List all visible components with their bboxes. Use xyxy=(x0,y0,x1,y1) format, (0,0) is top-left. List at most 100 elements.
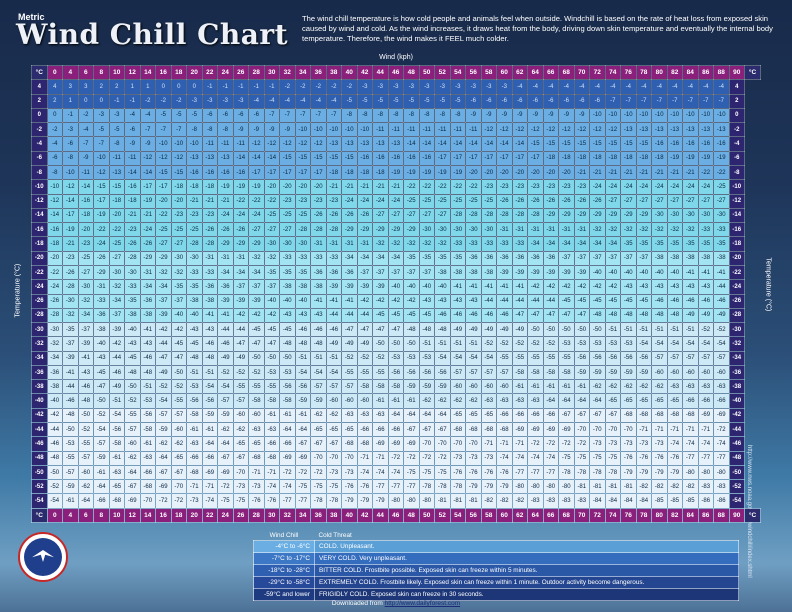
wind-chill-cell: -50 xyxy=(62,422,79,438)
wind-speed-cell: 76 xyxy=(620,507,637,524)
wind-chill-cell: -11 xyxy=(387,122,404,138)
wind-chill-cell: -47 xyxy=(248,336,265,352)
wind-chill-cell: -60 xyxy=(666,364,683,381)
wind-chill-cell: -3 xyxy=(201,93,218,109)
wind-chill-cell: -43 xyxy=(186,322,203,338)
wind-chill-cell: -24 xyxy=(248,207,265,224)
wind-chill-cell: -8 xyxy=(356,107,373,124)
temperature-label-cell: -28 xyxy=(728,307,745,324)
wind-chill-cell: -37 xyxy=(387,264,404,281)
wind-chill-cell: -19 xyxy=(139,193,156,209)
wind-chill-cell: -69 xyxy=(542,422,559,438)
wind-chill-cell: -3 xyxy=(387,79,404,95)
wind-chill-cell: -71 xyxy=(511,436,528,452)
wind-chill-cell: -31 xyxy=(356,236,373,252)
temperature-label-cell: -18 xyxy=(31,236,48,252)
wind-chill-cell: -31 xyxy=(542,222,559,238)
wind-chill-cell: -44 xyxy=(155,336,172,352)
wind-chill-cell: -36 xyxy=(341,264,358,281)
wind-chill-cell: -32 xyxy=(604,222,621,238)
wind-chill-cell: -39 xyxy=(496,264,513,281)
wind-chill-cell: -72 xyxy=(418,450,435,466)
wind-chill-cell: -63 xyxy=(666,379,683,395)
wind-chill-cell: -17 xyxy=(496,150,513,166)
wind-chill-cell: -11 xyxy=(232,136,249,152)
wind-chill-cell: -34 xyxy=(527,236,544,252)
wind-chill-cell: -61 xyxy=(139,436,156,452)
wind-chill-cell: -16 xyxy=(403,150,420,166)
wind-chill-cell: -56 xyxy=(573,350,590,366)
wind-chill-cell: -27 xyxy=(248,222,265,238)
wind-chill-cell: -5 xyxy=(356,93,373,109)
wind-chill-cell: -69 xyxy=(697,407,714,424)
wind-chill-cell: -27 xyxy=(77,264,94,281)
wind-chill-cell: -63 xyxy=(263,422,280,438)
wind-chill-cell: -28 xyxy=(511,207,528,224)
wind-chill-cell: -73 xyxy=(651,436,668,452)
wind-chill-cell: -50 xyxy=(77,407,94,424)
wind-chill-cell: -6 xyxy=(46,150,63,166)
wind-chill-cell: -74 xyxy=(356,464,373,481)
wind-chill-cell: -7 xyxy=(635,93,652,109)
wind-speed-cell: 72 xyxy=(589,507,606,524)
wind-speed-cell: 44 xyxy=(372,64,389,81)
wind-chill-cell: -27 xyxy=(387,207,404,224)
temperature-row: -54 -54 -61 -64 -66 -68 -69 -70 -72 -72 -73 -74 -75-… xyxy=(31,493,761,509)
wind-chill-cell: -59 xyxy=(418,379,435,395)
wind-chill-cell: -75 xyxy=(418,464,435,481)
wind-chill-cell: -18 xyxy=(620,150,637,166)
wind-chill-cell: -20 xyxy=(558,164,575,181)
wind-chill-cell: -27 xyxy=(713,193,730,209)
wind-chill-cell: -53 xyxy=(589,336,606,352)
wind-chill-cell: -34 xyxy=(341,250,358,266)
temperature-label-cell: -18 xyxy=(728,236,745,252)
wind-chill-cell: -63 xyxy=(108,464,125,481)
download-link[interactable]: http://www.dailyforest.com xyxy=(384,600,461,607)
wind-chill-cell: -24 xyxy=(682,179,699,195)
wind-chill-cell: -60 xyxy=(325,393,342,409)
wind-chill-cell: -22 xyxy=(713,164,730,181)
wind-chill-cell: -12 xyxy=(480,122,497,138)
wind-chill-cell: -48 xyxy=(310,336,327,352)
wind-chill-cell: -49 xyxy=(217,350,234,366)
wind-chill-cell: -75 xyxy=(294,479,311,495)
wind-chill-cell: -29 xyxy=(542,207,559,224)
wind-chill-cell: -70 xyxy=(573,422,590,438)
wind-chill-cell: -24 xyxy=(387,193,404,209)
wind-chill-cell: -63 xyxy=(372,407,389,424)
wind-chill-cell: -51 xyxy=(465,336,482,352)
wind-chill-cell: -51 xyxy=(325,350,342,366)
wind-chill-cell: -51 xyxy=(139,379,156,395)
wind-chill-cell: -69 xyxy=(403,436,420,452)
wind-chill-cell: -60 xyxy=(124,436,141,452)
wind-chill-cell: -64 xyxy=(77,493,94,509)
wind-chill-cell: -63 xyxy=(527,393,544,409)
wind-chill-cell: -30 xyxy=(666,207,683,224)
wind-chill-cell: -44 xyxy=(496,293,513,309)
wind-chill-cell: -39 xyxy=(248,293,265,309)
wind-chill-cell: -4 xyxy=(263,93,280,109)
wind-chill-cell: -36 xyxy=(542,250,559,266)
wind-chill-cell: -6 xyxy=(573,93,590,109)
wind-chill-cell: -29 xyxy=(155,250,172,266)
wind-chill-cell: -44 xyxy=(341,307,358,324)
wind-chill-cell: -47 xyxy=(170,350,187,366)
wind-chill-cell: -85 xyxy=(682,493,699,509)
wind-chill-cell: -75 xyxy=(403,464,420,481)
wind-speed-cell: 26 xyxy=(232,507,249,524)
wind-chill-cell: -50 xyxy=(170,364,187,381)
wind-chill-cell: -5 xyxy=(372,93,389,109)
wind-chill-cell: -39 xyxy=(155,307,172,324)
wind-chill-cell: -25 xyxy=(263,207,280,224)
wind-chill-cell: -72 xyxy=(527,436,544,452)
wind-chill-cell: -46 xyxy=(713,293,730,309)
wind-chill-cell: -22 xyxy=(232,193,249,209)
wind-chill-cell: -15 xyxy=(558,136,575,152)
wind-speed-cell: 16 xyxy=(155,64,172,81)
wind-chill-cell: -32 xyxy=(418,236,435,252)
wind-chill-cell: -14 xyxy=(403,136,420,152)
wind-chill-cell: -7 xyxy=(620,93,637,109)
wind-chill-cell: -51 xyxy=(651,322,668,338)
wind-chill-cell: -32 xyxy=(62,307,79,324)
wind-chill-cell: -18 xyxy=(651,150,668,166)
